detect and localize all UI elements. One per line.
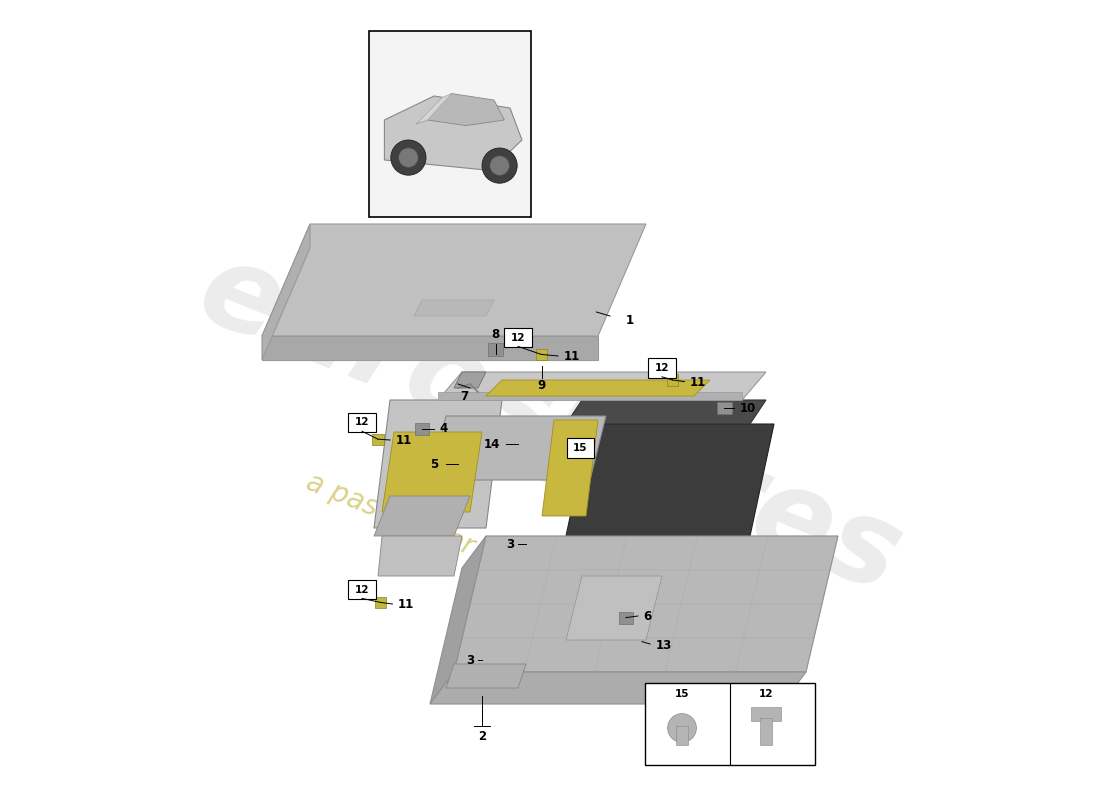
Text: 7: 7 (460, 390, 469, 403)
FancyBboxPatch shape (536, 349, 547, 360)
FancyBboxPatch shape (505, 328, 531, 347)
Polygon shape (430, 536, 486, 704)
FancyBboxPatch shape (648, 358, 675, 378)
FancyBboxPatch shape (370, 31, 531, 217)
Polygon shape (378, 536, 462, 576)
Polygon shape (384, 96, 522, 170)
Text: 2: 2 (477, 730, 486, 743)
FancyBboxPatch shape (751, 707, 781, 721)
Circle shape (398, 148, 418, 167)
Polygon shape (417, 94, 505, 126)
Polygon shape (262, 336, 598, 360)
Text: 3: 3 (466, 654, 474, 666)
Text: 12: 12 (354, 418, 370, 427)
Text: 12: 12 (654, 363, 669, 373)
Polygon shape (566, 424, 774, 536)
Text: 15: 15 (674, 689, 690, 698)
Text: 4: 4 (440, 422, 448, 435)
Circle shape (390, 140, 426, 175)
FancyBboxPatch shape (619, 611, 634, 624)
Polygon shape (430, 672, 806, 704)
Text: 5: 5 (430, 458, 438, 470)
Polygon shape (446, 664, 526, 688)
Polygon shape (486, 380, 710, 396)
Text: 13: 13 (656, 639, 672, 652)
Polygon shape (262, 224, 310, 360)
Text: 15: 15 (573, 443, 587, 453)
FancyBboxPatch shape (375, 597, 386, 608)
Polygon shape (382, 432, 482, 512)
Text: a passion for parts since 1985: a passion for parts since 1985 (302, 469, 702, 651)
Text: 6: 6 (644, 610, 652, 622)
Polygon shape (454, 372, 486, 388)
FancyBboxPatch shape (349, 580, 375, 599)
Polygon shape (417, 94, 452, 124)
Polygon shape (438, 372, 766, 400)
FancyBboxPatch shape (717, 402, 732, 414)
Polygon shape (438, 392, 742, 400)
FancyBboxPatch shape (373, 434, 384, 445)
Text: 11: 11 (690, 376, 706, 389)
Polygon shape (430, 416, 606, 480)
FancyBboxPatch shape (675, 726, 689, 745)
FancyBboxPatch shape (646, 683, 815, 765)
FancyBboxPatch shape (667, 374, 678, 386)
FancyBboxPatch shape (488, 343, 503, 356)
Polygon shape (566, 400, 766, 424)
Polygon shape (414, 300, 494, 316)
Polygon shape (566, 576, 662, 640)
Polygon shape (262, 224, 646, 336)
Text: 12: 12 (510, 333, 526, 342)
FancyBboxPatch shape (566, 438, 594, 458)
Circle shape (482, 148, 517, 183)
FancyBboxPatch shape (760, 718, 772, 745)
Polygon shape (374, 496, 470, 536)
FancyBboxPatch shape (349, 413, 375, 432)
Polygon shape (542, 420, 598, 516)
Text: 11: 11 (396, 434, 411, 447)
Text: 14: 14 (484, 438, 500, 450)
Text: 10: 10 (739, 402, 756, 414)
Text: 9: 9 (538, 379, 546, 392)
Text: 12: 12 (759, 689, 773, 698)
Circle shape (490, 156, 509, 175)
Circle shape (668, 714, 696, 742)
Polygon shape (454, 536, 838, 672)
Text: 12: 12 (354, 585, 370, 594)
Text: 11: 11 (398, 598, 415, 611)
Text: 3: 3 (506, 538, 514, 550)
Text: 1: 1 (626, 314, 634, 326)
Text: 8: 8 (492, 328, 499, 341)
Text: 11: 11 (563, 350, 580, 363)
Polygon shape (374, 400, 502, 528)
FancyBboxPatch shape (415, 422, 429, 435)
Text: eurospares: eurospares (183, 231, 917, 617)
